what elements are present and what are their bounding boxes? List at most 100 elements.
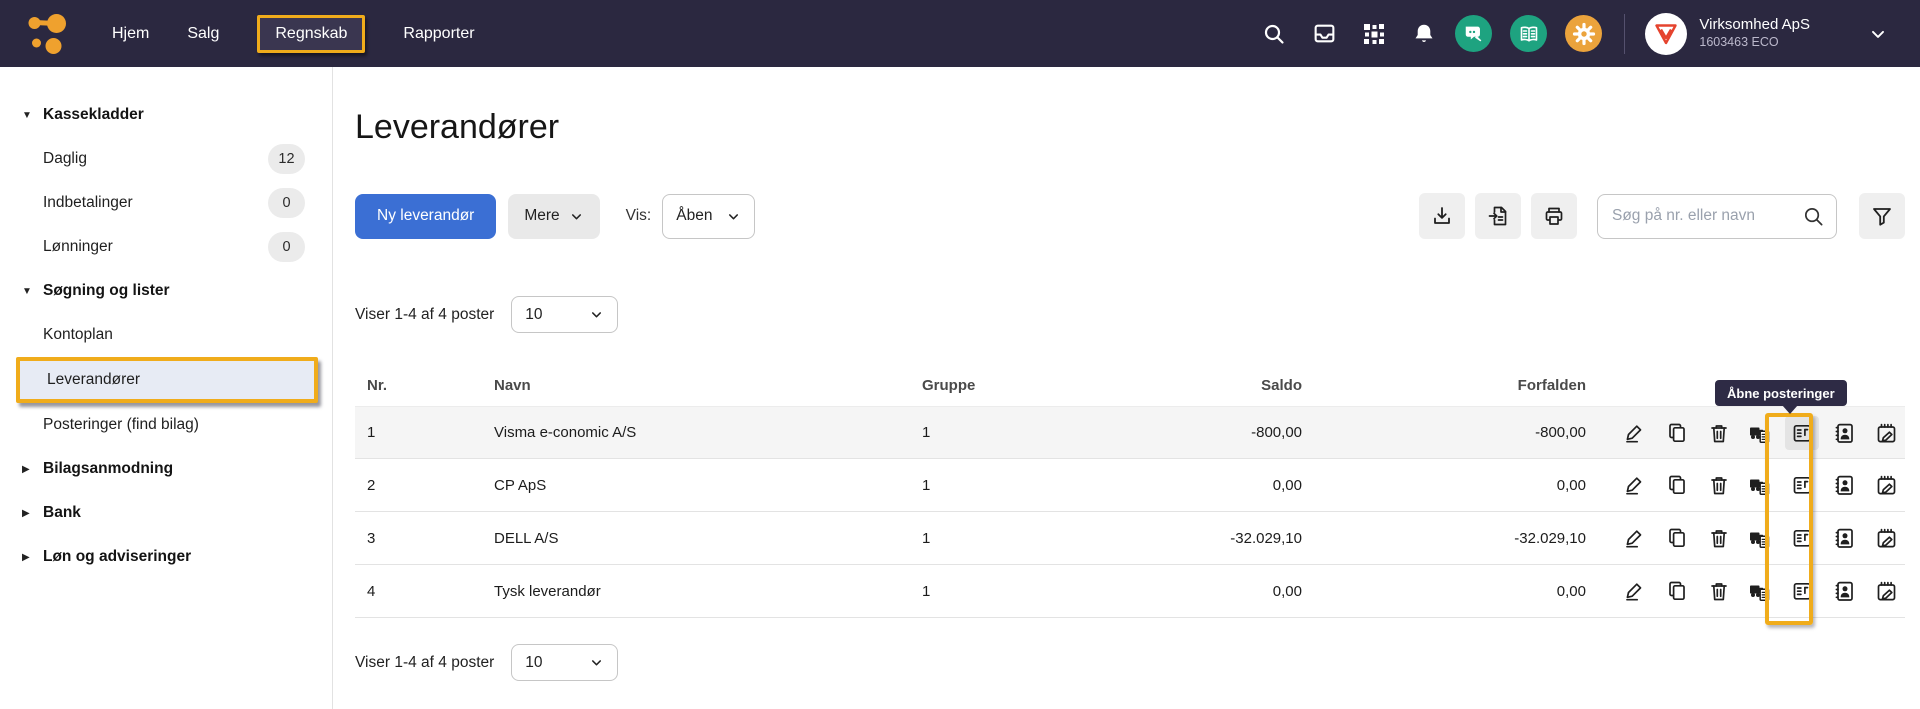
column-header-nr[interactable]: Nr. [367,377,388,394]
copy-icon[interactable] [1660,468,1694,502]
filter-button[interactable] [1859,193,1905,239]
settings-gear-icon[interactable] [1565,15,1603,52]
help-book-icon[interactable] [1510,15,1548,52]
topbar-divider [1624,13,1626,54]
notes-icon[interactable] [1869,416,1903,450]
sidebar-item-posteringer[interactable]: Posteringer (find bilag) [43,416,199,433]
open-entries-icon[interactable] [1785,574,1819,608]
sidebar-item-lonninger[interactable]: Lønninger 0 [0,225,332,269]
page-title: Leverandører [355,108,560,146]
more-button[interactable]: Mere [508,193,600,239]
chevron-down-icon [729,213,739,219]
chevron-collapsed-icon: ▶ [22,551,30,563]
chevron-down-icon [592,660,602,666]
open-entries-icon[interactable] [1785,468,1819,502]
filter-icon [1873,208,1891,226]
delivery-note-icon[interactable] [1743,521,1777,555]
edit-icon[interactable] [1618,416,1652,450]
new-supplier-button[interactable]: Ny leverandør [355,193,497,239]
copy-icon[interactable] [1660,416,1694,450]
column-header-saldo[interactable]: Saldo [1261,377,1302,394]
chevron-expanded-icon: ▼ [22,285,32,297]
copy-icon[interactable] [1660,574,1694,608]
export-document-icon [1488,206,1507,226]
edit-icon[interactable] [1618,468,1652,502]
contacts-icon[interactable] [1827,521,1861,555]
column-header-navn[interactable]: Navn [494,377,531,394]
delete-icon[interactable] [1702,574,1736,608]
delivery-note-icon[interactable] [1743,416,1777,450]
delete-icon[interactable] [1702,521,1736,555]
nav-item-rapporter[interactable]: Rapporter [403,24,475,42]
tooltip-arrow [1782,405,1798,414]
sidebar-item-leverandorer[interactable]: Leverandører [16,357,318,403]
delete-icon[interactable] [1702,468,1736,502]
notes-icon[interactable] [1869,574,1903,608]
inbox-icon[interactable] [1311,21,1337,47]
search-icon[interactable] [1261,21,1287,47]
account-chevron-down-icon[interactable] [1868,24,1888,44]
notes-icon[interactable] [1869,521,1903,555]
page-size-select[interactable]: 10 [511,296,619,333]
sidebar-section-lon-og-adviseringer[interactable]: ▶ Løn og adviseringer [22,548,192,565]
view-filter-label: Vis: [625,207,652,224]
view-filter-select[interactable]: Åben [662,193,756,239]
edit-icon[interactable] [1618,521,1652,555]
contacts-icon[interactable] [1827,468,1861,502]
contacts-icon[interactable] [1827,416,1861,450]
notifications-bell-icon[interactable] [1411,21,1437,47]
delete-icon[interactable] [1702,416,1736,450]
table-row[interactable]: 3 DELL A/S 1 -32.029,10 -32.029,10 [355,512,1905,565]
sidebar-section-kassekladder[interactable]: ▼ Kassekladder [22,106,144,123]
nav-item-regnskab[interactable]: Regnskab [257,14,366,53]
sidebar-item-daglig[interactable]: Daglig 12 [0,137,332,181]
open-entries-icon[interactable] [1785,415,1820,450]
page-size-select[interactable]: 10 [511,644,619,681]
column-header-forfalden[interactable]: Forfalden [1517,377,1586,394]
sidebar-item-kontoplan[interactable]: Kontoplan [43,326,113,343]
print-button[interactable] [1531,193,1577,239]
nav-item-salg[interactable]: Salg [187,24,220,42]
account-info[interactable]: Virksomhed ApS 1603463 ECO [1699,16,1810,50]
export-document-button[interactable] [1475,193,1521,239]
pagination-top: Viser 1-4 af 4 poster 10 [355,296,1905,333]
chevron-expanded-icon: ▼ [22,109,32,121]
sidebar-item-indbetalinger[interactable]: Indbetalinger 0 [0,181,332,225]
toolbar: Ny leverandør Mere Vis: Åben [355,193,1905,239]
records-summary: Viser 1-4 af 4 poster [355,305,495,323]
search-input[interactable] [1597,193,1837,239]
supplier-name: Tysk leverandør [494,582,601,600]
contacts-icon[interactable] [1827,574,1861,608]
notes-icon[interactable] [1869,468,1903,502]
table-row[interactable]: 2 CP ApS 1 0,00 0,00 [355,459,1905,512]
app-grid-icon[interactable] [1361,21,1387,47]
economic-logo-icon[interactable] [26,12,72,56]
download-icon [1434,207,1450,224]
table-row[interactable]: 1 Visma e-conomic A/S 1 -800,00 -800,00 [355,406,1905,459]
column-header-gruppe[interactable]: Gruppe [922,377,976,394]
delivery-note-icon[interactable] [1743,574,1777,608]
nav-item-hjem[interactable]: Hjem [112,24,150,42]
download-button[interactable] [1419,193,1465,239]
chat-support-icon[interactable] [1455,15,1493,52]
row-actions [1616,415,1905,450]
sidebar-section-sogning-og-lister[interactable]: ▼ Søgning og lister [22,282,170,299]
copy-icon[interactable] [1660,521,1694,555]
tooltip-abne-posteringer: Åbne posteringer [1715,380,1847,406]
chevron-down-icon [592,312,602,318]
sidebar-section-bank[interactable]: ▶ Bank [22,504,81,521]
delivery-note-icon[interactable] [1743,468,1777,502]
badge-indbetalinger: 0 [268,188,305,218]
main-content: Leverandører Ny leverandør Mere Vis: Åbe… [333,67,1920,709]
sidebar-section-bilagsanmodning[interactable]: ▶ Bilagsanmodning [22,460,174,477]
edit-icon[interactable] [1618,574,1652,608]
company-avatar[interactable] [1645,12,1688,55]
table-row[interactable]: 4 Tysk leverandør 1 0,00 0,00 [355,565,1905,618]
open-entries-icon[interactable] [1785,521,1819,555]
chevron-collapsed-icon: ▶ [22,507,30,519]
row-actions [1616,468,1905,502]
company-id: 1603463 ECO [1699,35,1779,50]
main-menu: Hjem Salg Regnskab Rapporter [112,14,475,53]
badge-daglig: 12 [268,144,305,174]
